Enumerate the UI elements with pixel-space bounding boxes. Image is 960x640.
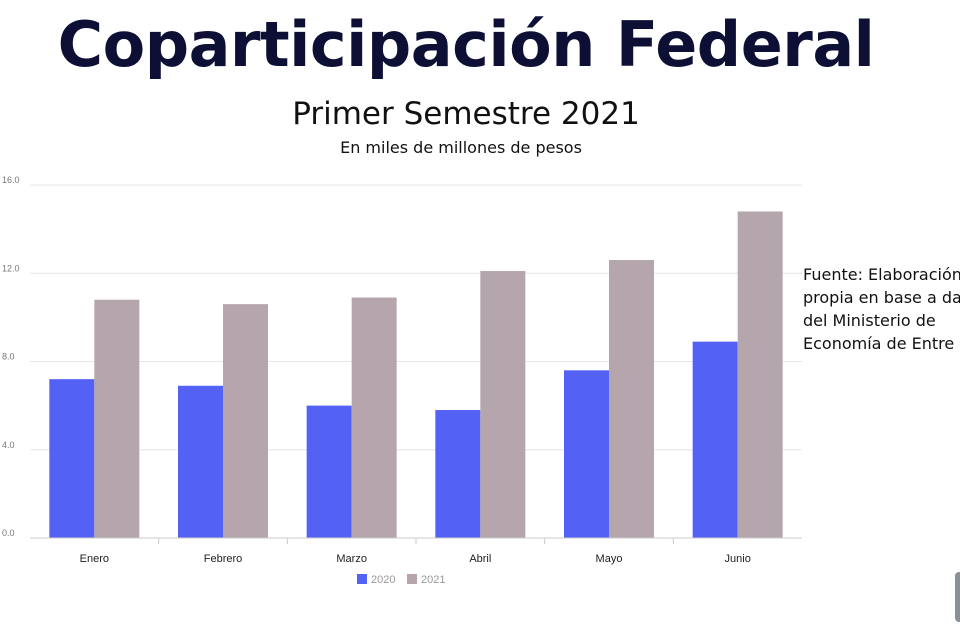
y-tick-label: 16.0: [2, 175, 20, 185]
y-tick-label: 4.0: [2, 440, 15, 450]
bar-2021-junio[interactable]: [737, 211, 783, 538]
chart-bars: [49, 211, 783, 538]
bar-2021-febrero[interactable]: [223, 304, 268, 538]
bar-2021-abril[interactable]: [480, 271, 526, 538]
source-line: propia en base a dat: [803, 288, 960, 307]
chart-legend[interactable]: 2020 2021: [357, 574, 445, 586]
source-line: Fuente: Elaboración: [803, 265, 960, 284]
bar-2020-junio[interactable]: [692, 341, 738, 538]
bar-2020-enero[interactable]: [49, 379, 95, 538]
x-tick-label: Enero: [80, 553, 109, 565]
unit-note: En miles de millones de pesos: [340, 138, 582, 157]
scroll-handle[interactable]: [955, 572, 960, 622]
x-tick-label: Febrero: [204, 553, 243, 565]
bar-2020-abril[interactable]: [435, 410, 481, 538]
source-note: Fuente: Elaboración propia en base a dat…: [803, 263, 960, 355]
y-tick-label: 8.0: [2, 352, 15, 362]
x-tick-label: Mayo: [596, 553, 623, 565]
bar-2020-marzo[interactable]: [306, 405, 352, 538]
y-axis-ticks: 0.0 4.0 8.0 12.0 16.0: [2, 175, 20, 538]
x-tick-label: Abril: [469, 553, 491, 565]
bar-2020-febrero[interactable]: [178, 385, 223, 538]
legend-swatch: [357, 574, 367, 584]
x-axis: Enero Febrero Marzo Abril Mayo Junio: [30, 537, 802, 565]
bar-2021-mayo[interactable]: [609, 260, 654, 538]
chart-gridlines: [30, 184, 802, 451]
bar-2021-marzo[interactable]: [351, 297, 397, 538]
page-title: Coparticipación Federal: [57, 8, 875, 81]
x-tick-label: Junio: [725, 553, 751, 565]
y-tick-label: 12.0: [2, 263, 20, 273]
legend-label[interactable]: 2020: [371, 574, 395, 586]
bar-2021-enero[interactable]: [94, 299, 140, 538]
bar-2020-mayo[interactable]: [564, 370, 609, 538]
x-tick-label: Marzo: [336, 553, 367, 565]
y-tick-label: 0.0: [2, 528, 15, 538]
legend-swatch: [407, 574, 417, 584]
page-subtitle: Primer Semestre 2021: [292, 96, 640, 132]
source-line: del Ministerio de: [803, 311, 936, 330]
legend-label[interactable]: 2021: [421, 574, 445, 586]
source-line: Economía de Entre R: [803, 334, 960, 353]
